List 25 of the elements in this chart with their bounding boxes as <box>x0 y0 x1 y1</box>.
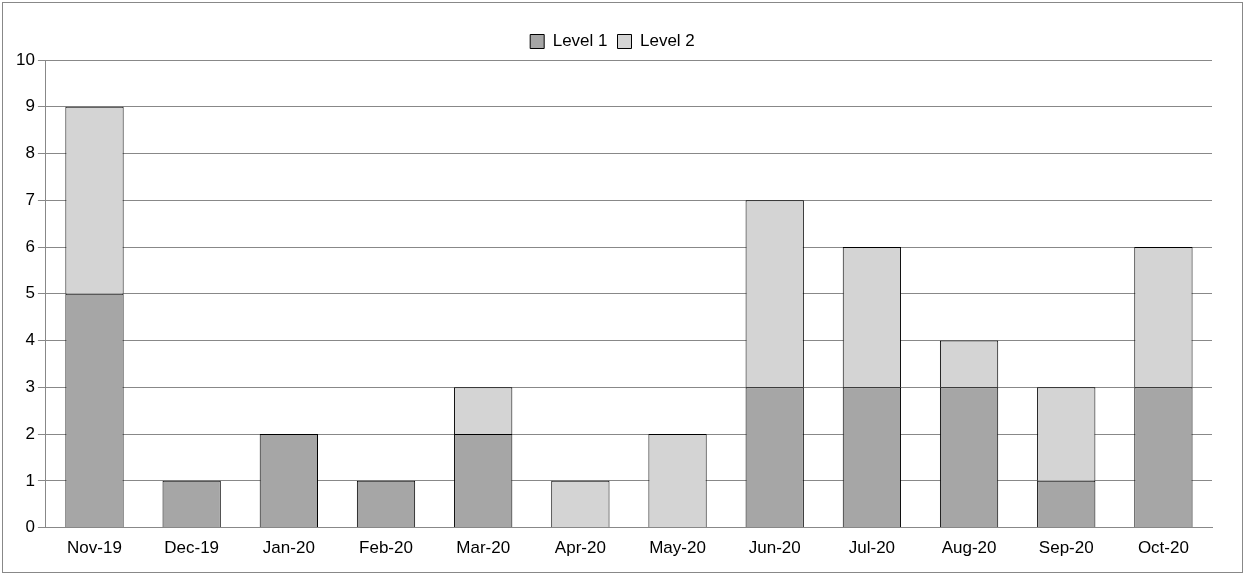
x-tick-label: Feb-20 <box>359 538 413 558</box>
y-tick-label: 9 <box>25 96 35 116</box>
x-tick-label: Jun-20 <box>748 538 801 558</box>
y-tick-label: 0 <box>25 517 35 537</box>
y-tick-label: 6 <box>25 236 35 256</box>
y-tick-label: 2 <box>25 423 35 443</box>
x-tick-label: Apr-20 <box>554 538 606 558</box>
y-tick-label: 5 <box>25 283 35 303</box>
x-tick-label: May-20 <box>649 538 706 558</box>
y-tick-label: 4 <box>25 330 35 350</box>
x-tick-label: Mar-20 <box>456 538 511 558</box>
x-tick-label: Sep-20 <box>1038 538 1094 558</box>
x-tick-label: Dec-19 <box>164 538 220 558</box>
x-tick-label: Jul-20 <box>848 538 896 558</box>
y-tick-label: 8 <box>25 143 35 163</box>
y-tick-label: 3 <box>25 377 35 397</box>
y-tick-label: 1 <box>25 470 35 490</box>
legend-label: Level 1 <box>552 31 608 51</box>
x-tick-label: Aug-20 <box>941 538 997 558</box>
y-tick-label: 10 <box>15 49 35 69</box>
y-tick-label: 7 <box>25 189 35 209</box>
legend-label: Level 2 <box>640 31 695 51</box>
x-tick-label: Nov-19 <box>67 538 122 558</box>
x-tick-label: Jan-20 <box>262 538 315 558</box>
x-tick-label: Oct-20 <box>1137 538 1189 558</box>
